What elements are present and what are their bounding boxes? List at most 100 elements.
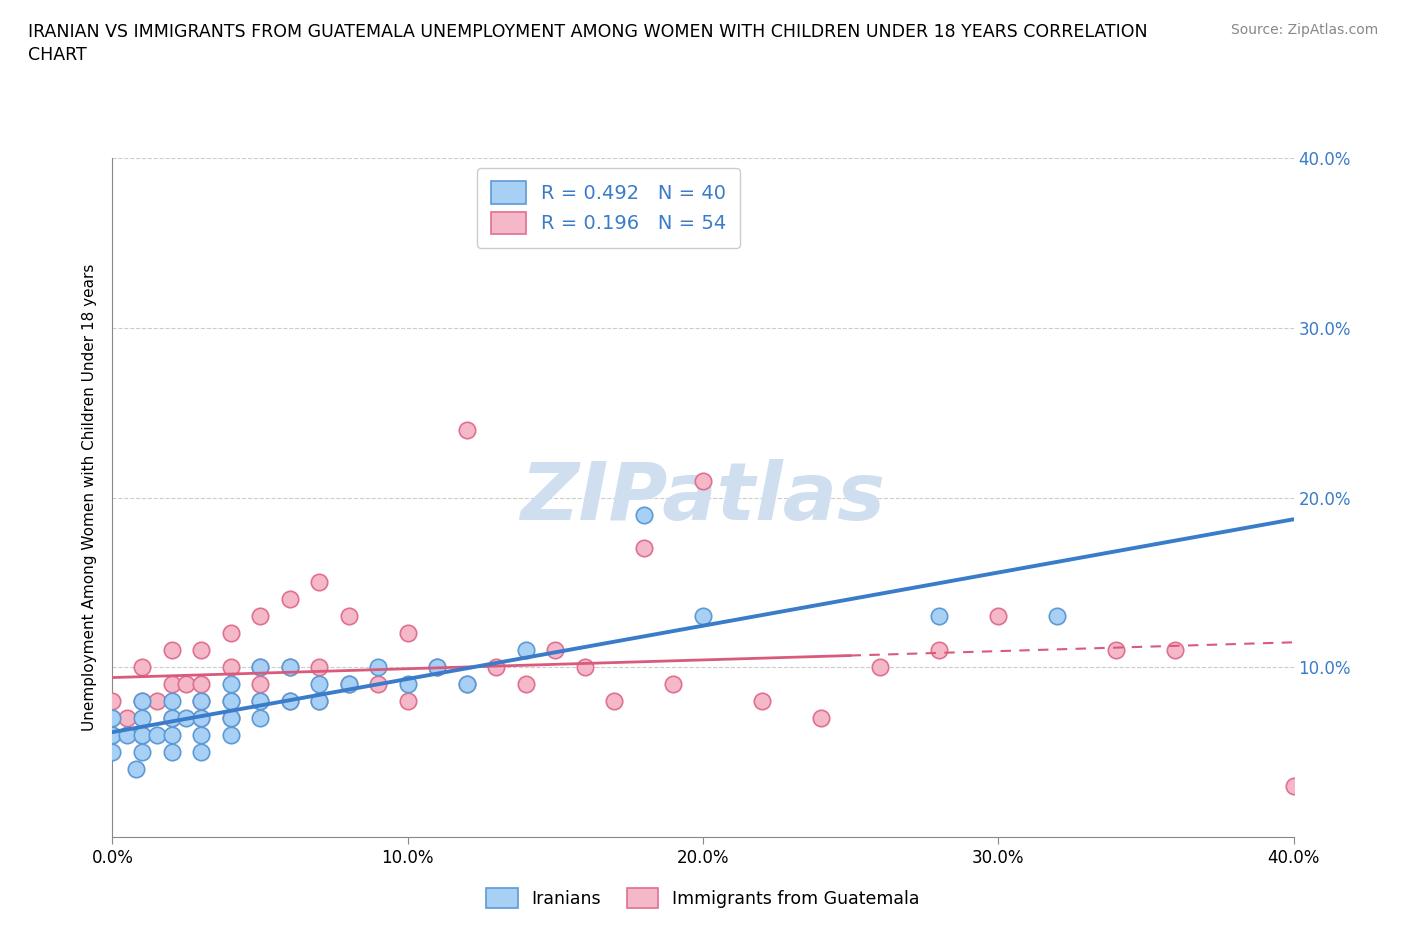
Point [219, 727, 242, 742]
Point [396, 677, 419, 692]
Point [456, 422, 478, 437]
Point [131, 694, 153, 709]
Point [190, 677, 212, 692]
Point [515, 677, 537, 692]
Point [131, 660, 153, 675]
Point [249, 711, 271, 725]
Point [928, 643, 950, 658]
Point [249, 694, 271, 709]
Point [426, 660, 449, 675]
Point [125, 762, 148, 777]
Point [337, 609, 360, 624]
Point [810, 711, 832, 725]
Point [146, 727, 169, 742]
Point [131, 745, 153, 760]
Point [456, 677, 478, 692]
Point [249, 660, 271, 675]
Point [308, 694, 330, 709]
Point [101, 711, 124, 725]
Point [190, 745, 212, 760]
Point [367, 677, 389, 692]
Point [515, 643, 537, 658]
Point [337, 677, 360, 692]
Point [190, 727, 212, 742]
Point [219, 626, 242, 641]
Point [367, 660, 389, 675]
Point [485, 660, 508, 675]
Point [278, 694, 301, 709]
Point [160, 694, 183, 709]
Point [249, 677, 271, 692]
Point [219, 711, 242, 725]
Point [190, 694, 212, 709]
Point [308, 694, 330, 709]
Point [249, 694, 271, 709]
Point [190, 711, 212, 725]
Point [131, 727, 153, 742]
Point [101, 694, 124, 709]
Point [101, 727, 124, 742]
Y-axis label: Unemployment Among Women with Children Under 18 years: Unemployment Among Women with Children U… [82, 264, 97, 731]
Point [278, 694, 301, 709]
Point [692, 609, 714, 624]
Point [219, 677, 242, 692]
Text: Source: ZipAtlas.com: Source: ZipAtlas.com [1230, 23, 1378, 37]
Point [308, 660, 330, 675]
Point [190, 643, 212, 658]
Point [278, 592, 301, 607]
Point [160, 711, 183, 725]
Point [426, 660, 449, 675]
Point [662, 677, 685, 692]
Point [278, 660, 301, 675]
Point [101, 745, 124, 760]
Point [249, 660, 271, 675]
Point [337, 677, 360, 692]
Point [219, 660, 242, 675]
Point [633, 541, 655, 556]
Point [117, 727, 138, 742]
Point [396, 694, 419, 709]
Point [174, 711, 197, 725]
Point [308, 677, 330, 692]
Point [574, 660, 596, 675]
Point [987, 609, 1010, 624]
Point [1164, 643, 1187, 658]
Point [131, 727, 153, 742]
Point [1105, 643, 1128, 658]
Legend: Iranians, Immigrants from Guatemala: Iranians, Immigrants from Guatemala [478, 879, 928, 917]
Point [160, 643, 183, 658]
Point [131, 711, 153, 725]
Point [160, 677, 183, 692]
Point [219, 694, 242, 709]
Point [751, 694, 773, 709]
Point [928, 609, 950, 624]
Point [603, 694, 626, 709]
Point [131, 694, 153, 709]
Point [633, 507, 655, 522]
Point [456, 677, 478, 692]
Point [190, 711, 212, 725]
Point [1282, 778, 1305, 793]
Point [146, 694, 169, 709]
Point [278, 660, 301, 675]
Point [101, 711, 124, 725]
Point [219, 711, 242, 725]
Point [160, 727, 183, 742]
Point [869, 660, 891, 675]
Point [249, 609, 271, 624]
Point [160, 745, 183, 760]
Point [174, 677, 197, 692]
Point [190, 694, 212, 709]
Point [1046, 609, 1069, 624]
Point [101, 727, 124, 742]
Point [160, 711, 183, 725]
Point [117, 711, 138, 725]
Text: CHART: CHART [28, 46, 87, 64]
Point [396, 626, 419, 641]
Point [692, 473, 714, 488]
Point [544, 643, 567, 658]
Point [219, 694, 242, 709]
Point [308, 575, 330, 590]
Text: IRANIAN VS IMMIGRANTS FROM GUATEMALA UNEMPLOYMENT AMONG WOMEN WITH CHILDREN UNDE: IRANIAN VS IMMIGRANTS FROM GUATEMALA UNE… [28, 23, 1147, 41]
Text: ZIPatlas: ZIPatlas [520, 458, 886, 537]
